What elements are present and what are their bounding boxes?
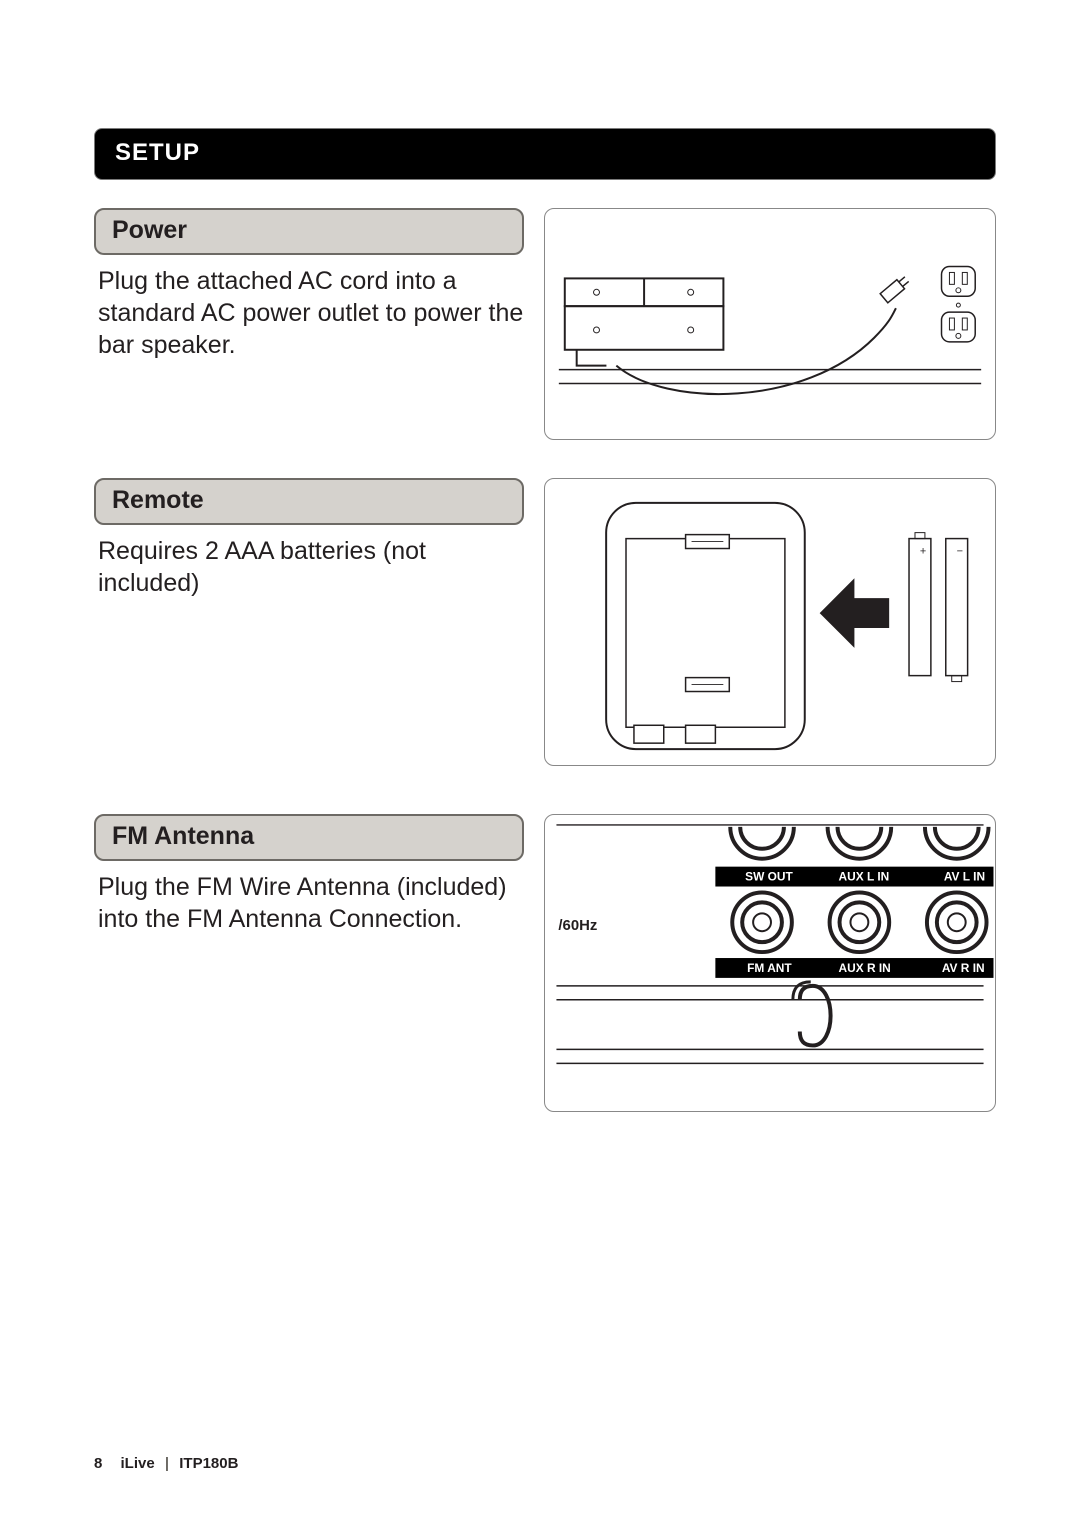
remote-illustration: + − bbox=[544, 478, 996, 766]
label-fm-ant: FM ANT bbox=[747, 961, 792, 975]
manual-page: SETUP Power Plug the attached AC cord in… bbox=[0, 0, 1080, 1112]
svg-text:+: + bbox=[920, 545, 926, 557]
label-av-r-in: AV R IN bbox=[942, 961, 985, 975]
remote-heading: Remote bbox=[94, 478, 524, 525]
label-av-l-in: AV L IN bbox=[944, 870, 985, 884]
power-text-col: Power Plug the attached AC cord into a s… bbox=[94, 208, 524, 440]
label-aux-l-in: AUX L IN bbox=[839, 870, 890, 884]
section-header: SETUP bbox=[94, 128, 996, 180]
page-footer: 8 iLive | ITP180B bbox=[94, 1455, 238, 1472]
fm-heading: FM Antenna bbox=[94, 814, 524, 861]
fm-text-col: FM Antenna Plug the FM Wire Antenna (inc… bbox=[94, 814, 524, 1112]
page-number: 8 bbox=[94, 1455, 102, 1472]
power-illustration-col bbox=[544, 208, 996, 440]
row-fm-antenna: FM Antenna Plug the FM Wire Antenna (inc… bbox=[94, 814, 996, 1112]
label-60hz: /60Hz bbox=[558, 918, 597, 934]
power-body: Plug the attached AC cord into a standar… bbox=[94, 265, 524, 361]
power-heading: Power bbox=[94, 208, 524, 255]
fm-body: Plug the FM Wire Antenna (included) into… bbox=[94, 871, 524, 935]
footer-brand: iLive bbox=[121, 1455, 155, 1472]
remote-text-col: Remote Requires 2 AAA batteries (not inc… bbox=[94, 478, 524, 766]
svg-text:−: − bbox=[957, 545, 963, 557]
power-illustration bbox=[544, 208, 996, 440]
footer-separator: | bbox=[165, 1455, 169, 1472]
remote-illustration-col: + − bbox=[544, 478, 996, 766]
label-sw-out: SW OUT bbox=[745, 870, 793, 884]
row-remote: Remote Requires 2 AAA batteries (not inc… bbox=[94, 478, 996, 766]
footer-model: ITP180B bbox=[179, 1455, 238, 1472]
label-aux-r-in: AUX R IN bbox=[839, 961, 891, 975]
fm-illustration-col: SW OUT AUX L IN AV L IN /60Hz FM ANT AUX… bbox=[544, 814, 996, 1112]
fm-illustration: SW OUT AUX L IN AV L IN /60Hz FM ANT AUX… bbox=[544, 814, 996, 1112]
remote-body: Requires 2 AAA batteries (not included) bbox=[94, 535, 524, 599]
row-power: Power Plug the attached AC cord into a s… bbox=[94, 208, 996, 440]
